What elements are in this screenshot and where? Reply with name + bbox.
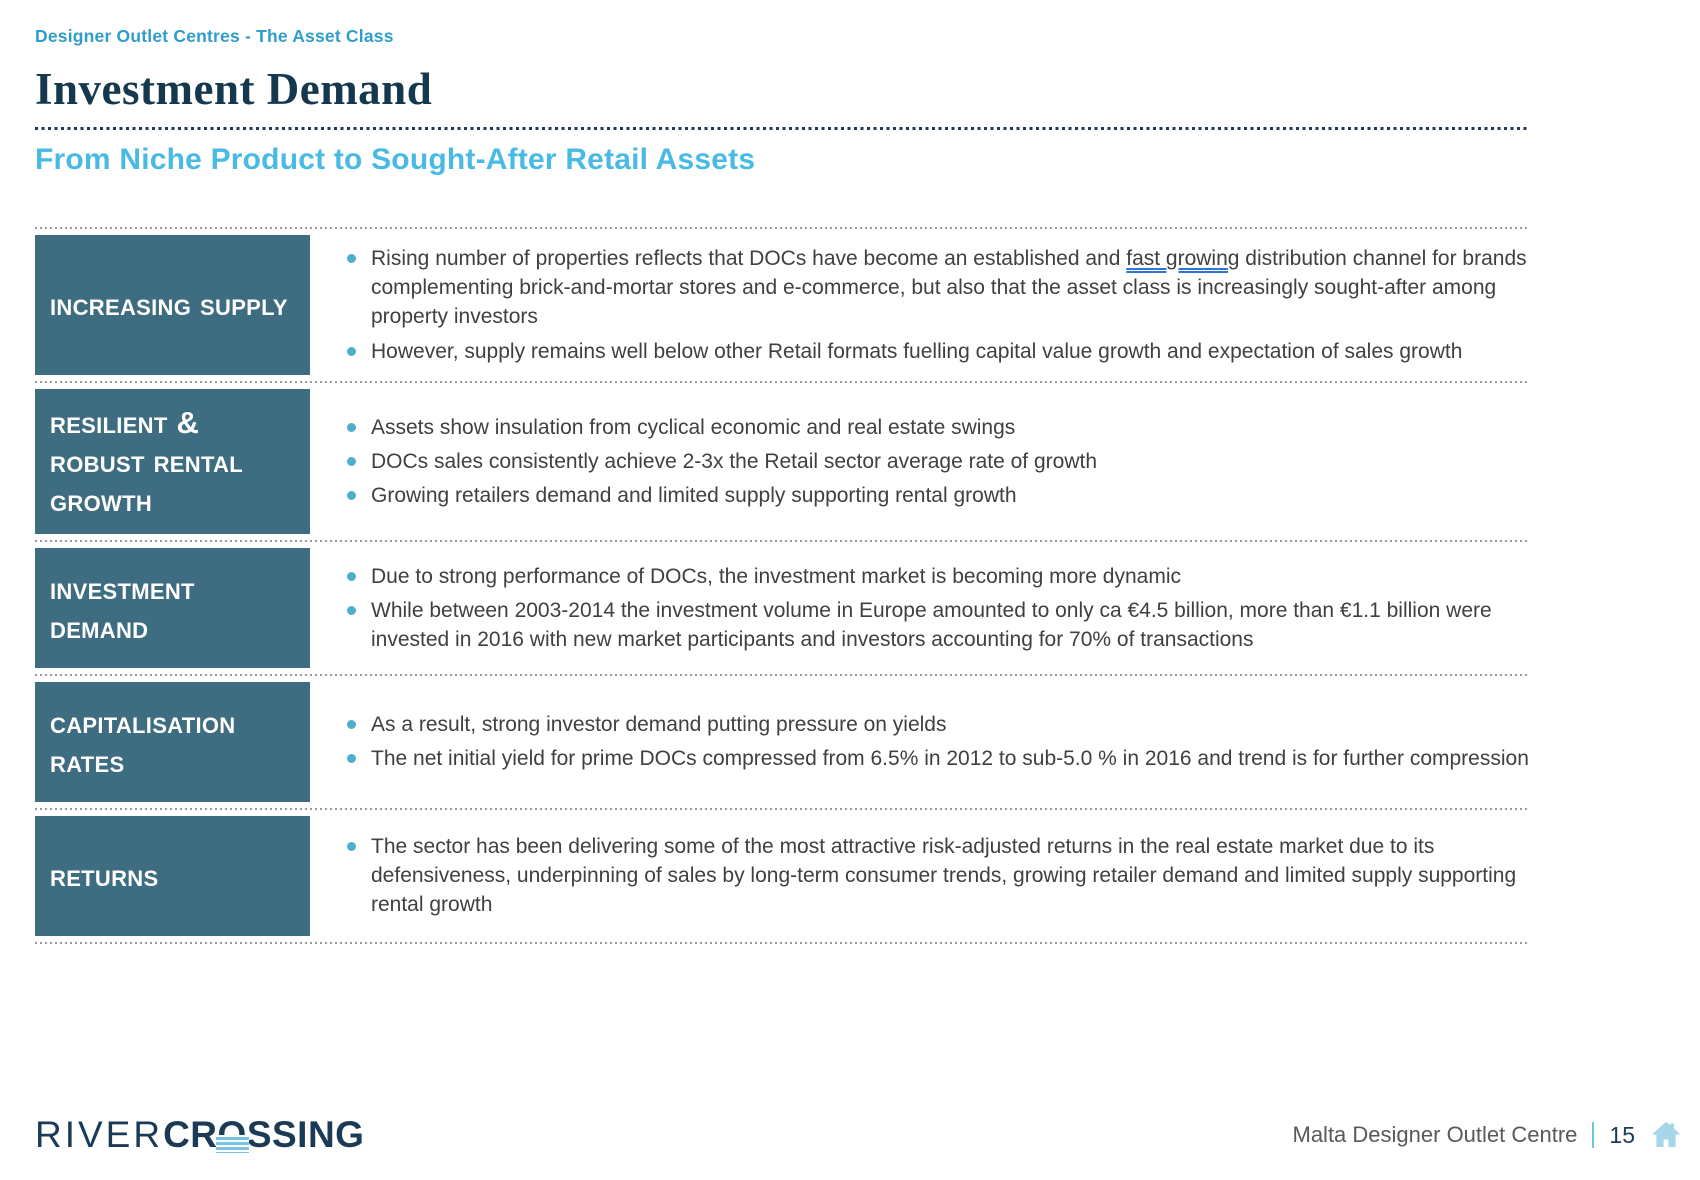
row-title: Capitalisation Rates	[50, 704, 236, 779]
footer-right: Malta Designer Outlet Centre 15	[1293, 1119, 1683, 1151]
row-resilient-rental-growth: Resilient & Robust Rental Growth Assets …	[35, 383, 1530, 540]
bullet-item: DOCs sales consistently achieve 2-3x the…	[340, 447, 1530, 476]
logo-water-o: O	[215, 1114, 250, 1155]
footer: RIVERCROSSING Malta Designer Outlet Cent…	[35, 1114, 1682, 1156]
row-header-returns: Returns	[35, 815, 310, 936]
row-increasing-supply: Increasing Supply Rising number of prope…	[35, 229, 1530, 381]
rivercrossing-logo: RIVERCROSSING	[35, 1114, 364, 1156]
home-icon[interactable]	[1650, 1119, 1682, 1151]
row-investment-demand: Investment Demand Due to strong performa…	[35, 542, 1530, 674]
row-separator	[35, 380, 1530, 383]
row-separator	[35, 807, 1530, 810]
bullet-text: Rising number of properties reflects tha…	[371, 247, 1127, 270]
page-subtitle: From Niche Product to Sought-After Retai…	[35, 143, 756, 176]
row-capitalisation-rates: Capitalisation Rates As a result, strong…	[35, 676, 1530, 808]
row-header-increasing-supply: Increasing Supply	[35, 235, 310, 375]
bullet-item: Assets show insulation from cyclical eco…	[340, 413, 1530, 442]
bullet-item: As a result, strong investor demand putt…	[340, 710, 1530, 739]
row-header-capitalisation-rates: Capitalisation Rates	[35, 681, 310, 802]
row-bullets: Rising number of properties reflects tha…	[340, 235, 1530, 375]
logo-river-text: RIVER	[35, 1114, 164, 1155]
row-separator	[35, 539, 1530, 542]
row-separator	[35, 227, 1530, 229]
footer-centre-name: Malta Designer Outlet Centre	[1292, 1122, 1578, 1147]
bullet-item: While between 2003-2014 the investment v…	[340, 596, 1530, 654]
row-title: Returns	[50, 858, 159, 894]
bullet-item: The sector has been delivering some of t…	[340, 832, 1530, 920]
row-header-resilient-rental-growth: Resilient & Robust Rental Growth	[35, 388, 310, 534]
content-rows: Increasing Supply Rising number of prope…	[35, 227, 1530, 944]
row-separator	[35, 673, 1530, 676]
eyebrow-label: Designer Outlet Centres - The Asset Clas…	[35, 26, 394, 46]
bullet-item: Growing retailers demand and limited sup…	[340, 481, 1530, 510]
row-bullets: As a result, strong investor demand putt…	[340, 682, 1530, 802]
page-title: Investment Demand	[35, 64, 433, 114]
bullet-item: Rising number of properties reflects tha…	[340, 244, 1530, 332]
bullet-item: However, supply remains well below other…	[340, 337, 1530, 366]
bullet-item: The net initial yield for prime DOCs com…	[340, 744, 1530, 773]
logo-text-part: SSING	[246, 1114, 365, 1155]
row-title: Increasing Supply	[50, 287, 288, 323]
underlined-text[interactable]: fast growing	[1126, 247, 1240, 270]
logo-text-part: CR	[163, 1114, 218, 1155]
row-bullets: Due to strong performance of DOCs, the i…	[340, 548, 1530, 668]
row-title: Investment Demand	[50, 570, 195, 645]
row-title: Resilient & Robust Rental Growth	[50, 404, 243, 518]
footer-divider-bar	[1592, 1122, 1595, 1148]
row-returns: Returns The sector has been delivering s…	[35, 810, 1530, 942]
logo-crossing-text: CROSSING	[163, 1114, 364, 1155]
row-header-investment-demand: Investment Demand	[35, 547, 310, 668]
row-separator	[35, 941, 1530, 944]
page-number: 15	[1609, 1121, 1635, 1148]
bullet-item: Due to strong performance of DOCs, the i…	[340, 562, 1530, 591]
bullet-text: distribution channel for brands compleme…	[371, 247, 1527, 329]
row-bullets: The sector has been delivering some of t…	[340, 816, 1530, 936]
title-dotted-separator	[35, 127, 1530, 130]
row-bullets: Assets show insulation from cyclical eco…	[340, 389, 1530, 534]
